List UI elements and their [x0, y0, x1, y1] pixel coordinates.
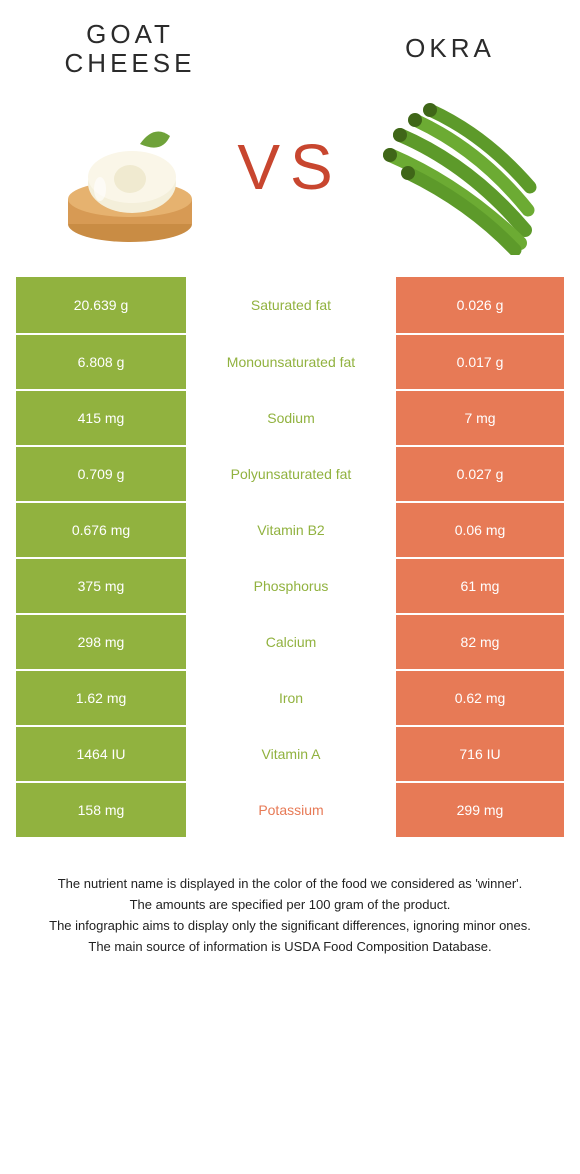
right-value: 0.017 g [396, 335, 564, 389]
nutrient-label: Vitamin B2 [186, 503, 396, 557]
left-value: 0.676 mg [16, 503, 186, 557]
nutrient-label: Vitamin A [186, 727, 396, 781]
right-value: 0.027 g [396, 447, 564, 501]
left-value: 158 mg [16, 783, 186, 837]
food-right-title: OKRA [360, 34, 540, 63]
left-value: 1.62 mg [16, 671, 186, 725]
food-left-title: GOAT CHEESE [40, 20, 220, 77]
right-value: 7 mg [396, 391, 564, 445]
nutrient-label: Potassium [186, 783, 396, 837]
right-value: 716 IU [396, 727, 564, 781]
left-value: 415 mg [16, 391, 186, 445]
comparison-header: GOAT CHEESE VS OKRA [0, 0, 580, 269]
nutrient-label: Iron [186, 671, 396, 725]
table-row: 1464 IUVitamin A716 IU [16, 725, 564, 781]
right-value: 0.026 g [396, 277, 564, 333]
left-value: 375 mg [16, 559, 186, 613]
footnote-line: The amounts are specified per 100 gram o… [30, 896, 550, 915]
footnote-line: The main source of information is USDA F… [30, 938, 550, 957]
left-value: 6.808 g [16, 335, 186, 389]
left-value: 0.709 g [16, 447, 186, 501]
nutrient-label: Saturated fat [186, 277, 396, 333]
left-value: 298 mg [16, 615, 186, 669]
table-row: 6.808 gMonounsaturated fat0.017 g [16, 333, 564, 389]
right-value: 0.06 mg [396, 503, 564, 557]
footnote: The nutrient name is displayed in the co… [30, 875, 550, 956]
food-left-image [40, 89, 220, 269]
left-value: 1464 IU [16, 727, 186, 781]
food-right-column: OKRA [360, 20, 540, 255]
table-row: 0.709 gPolyunsaturated fat0.027 g [16, 445, 564, 501]
table-row: 298 mgCalcium82 mg [16, 613, 564, 669]
table-row: 375 mgPhosphorus61 mg [16, 557, 564, 613]
footnote-line: The nutrient name is displayed in the co… [30, 875, 550, 894]
table-row: 415 mgSodium7 mg [16, 389, 564, 445]
right-value: 82 mg [396, 615, 564, 669]
food-left-column: GOAT CHEESE [40, 20, 220, 269]
nutrient-label: Calcium [186, 615, 396, 669]
table-row: 1.62 mgIron0.62 mg [16, 669, 564, 725]
right-value: 61 mg [396, 559, 564, 613]
left-value: 20.639 g [16, 277, 186, 333]
nutrient-label: Polyunsaturated fat [186, 447, 396, 501]
table-row: 158 mgPotassium299 mg [16, 781, 564, 837]
footnote-line: The infographic aims to display only the… [30, 917, 550, 936]
vs-label: VS [237, 20, 342, 204]
right-value: 299 mg [396, 783, 564, 837]
nutrition-table: 20.639 gSaturated fat0.026 g6.808 gMonou… [16, 277, 564, 837]
nutrient-label: Sodium [186, 391, 396, 445]
table-row: 0.676 mgVitamin B20.06 mg [16, 501, 564, 557]
nutrient-label: Phosphorus [186, 559, 396, 613]
nutrient-label: Monounsaturated fat [186, 335, 396, 389]
table-row: 20.639 gSaturated fat0.026 g [16, 277, 564, 333]
right-value: 0.62 mg [396, 671, 564, 725]
food-right-image [360, 75, 540, 255]
